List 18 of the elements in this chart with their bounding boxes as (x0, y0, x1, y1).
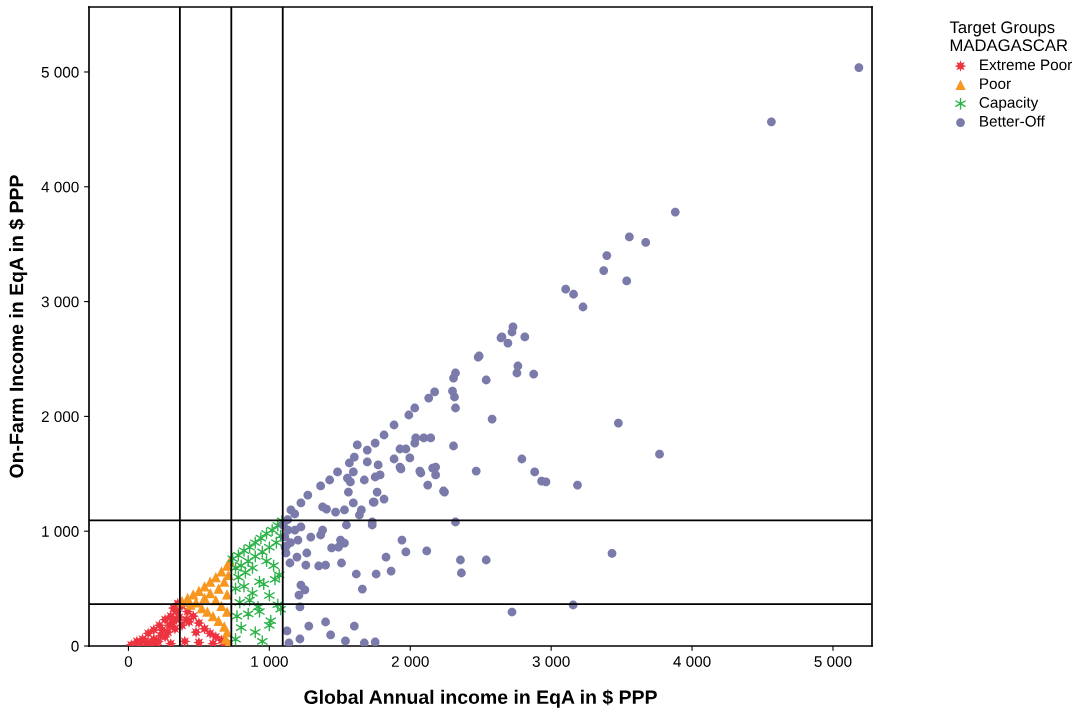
legend-label: Extreme Poor (980, 59, 1072, 71)
y-tick-label: 0 (71, 640, 79, 652)
legend-label: Poor (980, 78, 1011, 90)
x-axis-title: Global Annual income in EqA in $ PPP (304, 689, 657, 708)
legend-title: Target Groups MADAGASCAR (949, 21, 1068, 52)
y-tick-label: 5 000 (41, 66, 79, 78)
y-tick-label: 3 000 (41, 296, 79, 308)
x-tick-label: 2 000 (391, 656, 429, 667)
legend-label: Better-Off (980, 115, 1045, 127)
x-tick-label: 0 (124, 656, 133, 667)
y-axis-title: On-Farm Income in EqA in $ PPP (8, 175, 28, 478)
y-tick-label: 4 000 (41, 181, 79, 193)
x-tick-label: 3 000 (532, 656, 570, 667)
x-tick-label: 5 000 (814, 656, 852, 667)
y-tick-label: 1 000 (42, 526, 79, 537)
y-tick-label: 2 000 (41, 411, 79, 423)
x-tick-label: 1 000 (251, 656, 288, 667)
x-tick-label: 4 000 (673, 656, 711, 667)
